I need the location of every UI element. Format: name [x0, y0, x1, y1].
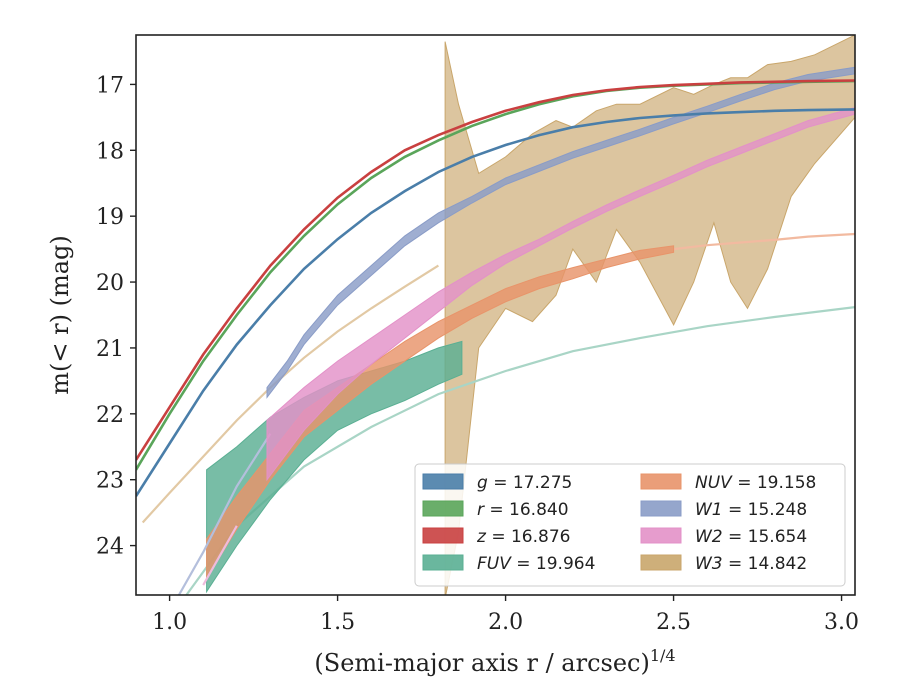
series-nuv-extrapolation [673, 232, 855, 251]
legend-entry: r = 16.840 [477, 500, 569, 520]
x-tick-label: 3.0 [824, 610, 859, 635]
y-tick-label: 21 [96, 337, 124, 362]
y-tick-label: 18 [96, 139, 124, 164]
legend-symbol: W3 [695, 554, 723, 574]
y-tick-label: 20 [96, 271, 124, 296]
plot-frame [135, 34, 856, 596]
series-w1-band [266, 66, 855, 399]
plot-area [136, 35, 855, 595]
series-z-line [136, 79, 855, 461]
legend-entry: W3 = 14.842 [695, 554, 807, 574]
legend-symbol: W1 [695, 500, 723, 520]
x-tick-label: 1.5 [320, 610, 355, 635]
y-tick-label: 17 [96, 73, 124, 98]
series-w2-band [266, 106, 855, 482]
y-tick-label: 19 [96, 205, 124, 230]
legend-entry: FUV = 19.964 [477, 554, 595, 574]
axis-ticks: 1.0 1.5 2.0 2.5 3.0 17 18 19 20 21 22 23 24 [96, 73, 859, 635]
series-g-line [136, 108, 855, 497]
legend-swatch [640, 527, 682, 544]
series-w1-extrapolation [177, 433, 272, 595]
y-tick-label: 24 [96, 535, 124, 560]
y-tick-label: 22 [96, 403, 124, 428]
legend-symbol: NUV [695, 473, 733, 493]
x-axis-label-sup: 1/4 [650, 646, 676, 665]
legend-value: = 19.964 [511, 554, 596, 574]
legend-entry: g = 17.275 [477, 473, 572, 493]
legend-swatch [422, 527, 464, 544]
legend-swatch [422, 500, 464, 517]
legend-swatch [422, 554, 464, 571]
legend-swatch [640, 554, 682, 571]
legend-value: = 16.876 [486, 527, 571, 547]
legend-symbol: z [476, 527, 487, 547]
legend-symbol: FUV [477, 554, 512, 574]
legend-symbol: r [477, 500, 485, 520]
x-axis-label-main: (Semi-major axis r / arcsec) [314, 649, 649, 677]
legend-value: = 17.275 [488, 473, 573, 493]
legend-value: = 15.248 [723, 500, 808, 520]
legend-swatch [640, 473, 682, 490]
legend-symbol: W2 [695, 527, 723, 547]
legend-entry: z = 16.876 [476, 527, 570, 547]
y-axis-label: m(< r) (mag) [46, 235, 74, 394]
x-axis-label: (Semi-major axis r / arcsec)1/4 [314, 646, 675, 677]
legend-swatch [422, 473, 464, 490]
x-tick-label: 2.0 [488, 610, 523, 635]
y-tick-label: 23 [96, 469, 124, 494]
series-w2-extrapolation [202, 525, 238, 586]
x-tick-label: 1.0 [152, 610, 187, 635]
legend-value: = 15.654 [723, 527, 808, 547]
x-tick-label: 2.5 [656, 610, 691, 635]
legend-box [414, 463, 846, 587]
legend-value: = 19.158 [732, 473, 817, 493]
legend-entry: W2 = 15.654 [695, 527, 807, 547]
legend-symbol: g [477, 473, 488, 493]
legend-entry: NUV = 19.158 [695, 473, 816, 493]
legend-value: = 16.840 [484, 500, 569, 520]
legend-entry: W1 = 15.248 [695, 500, 807, 520]
series-w3-extrapolation [141, 264, 439, 524]
legend-swatch [640, 500, 682, 517]
legend-value: = 14.842 [723, 554, 808, 574]
